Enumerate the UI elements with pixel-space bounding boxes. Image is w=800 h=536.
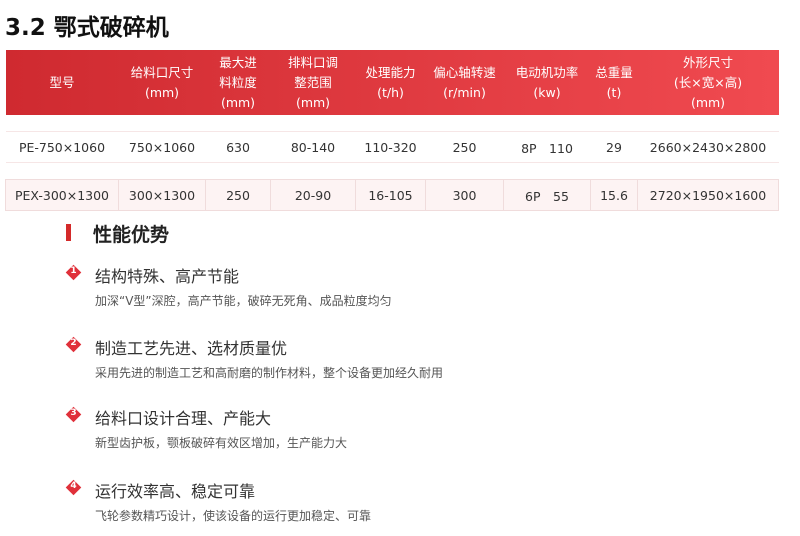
item-description: 采用先进的制造工艺和高耐磨的制作材料，整个设备更加经久耐用 xyxy=(95,366,444,380)
number-diamond-icon: 2 xyxy=(65,336,82,353)
table-cell: 20-90 xyxy=(270,179,356,211)
header-label: (mm) xyxy=(144,84,180,100)
table-cell: 80-140 xyxy=(270,131,356,163)
header-label: (mm) xyxy=(295,94,331,110)
table-cell: 250 xyxy=(205,179,271,211)
number-diamond-icon: 4 xyxy=(65,479,82,496)
table-cell: 250 xyxy=(425,131,504,163)
header-label: 给料口尺寸 xyxy=(130,64,194,80)
page-title: 3.2 鄂式破碎机 xyxy=(5,15,169,41)
header-label: 排料口调 xyxy=(287,54,338,70)
table-cell: 29 xyxy=(590,131,638,163)
number-diamond-icon: 1 xyxy=(65,264,82,281)
header-label: (kw) xyxy=(533,84,561,100)
table-header-row: 型号 给料口尺寸 (mm) 最大进料粒度 (mm) 排料口调整范围 (mm) 处理能力 (t/h… xyxy=(5,50,779,115)
item-description: 新型齿护板，颚板破碎有效区增加，生产能力大 xyxy=(95,436,348,450)
table-cell: 16-105 xyxy=(355,179,426,211)
header-label: (t) xyxy=(606,84,622,100)
column-header: 处理能力 (t/h) xyxy=(356,50,426,115)
number-diamond-icon: 3 xyxy=(65,406,82,423)
table-cell: 110-320 xyxy=(355,131,426,163)
header-label: 最大进 xyxy=(219,54,257,70)
item-number: 1 xyxy=(70,266,77,276)
header-label: (长×宽×高) xyxy=(673,74,743,90)
column-header: 型号 xyxy=(6,50,119,115)
table-row: PE-750×1060 750×1060 630 80-140 110-320 250 8P… xyxy=(5,131,779,163)
table-cell: 750×1060 xyxy=(118,131,206,163)
item-description: 加深“V型”深腔，高产节能，破碎无死角、成品粒度均匀 xyxy=(95,294,392,308)
header-label: (mm) xyxy=(220,94,256,110)
accent-bar xyxy=(66,224,71,241)
header-label: (r/min) xyxy=(443,84,486,100)
column-header: 总重量 (t) xyxy=(591,50,638,115)
table-cell: 8P 110 xyxy=(503,131,591,163)
header-label: 偏心轴转速 xyxy=(433,64,496,80)
table-cell: 6P 55 xyxy=(503,179,591,211)
header-label: 料粒度 xyxy=(219,74,257,90)
header-label: 总重量 xyxy=(595,64,633,80)
item-title: 制造工艺先进、选材质量优 xyxy=(95,339,288,358)
item-number: 3 xyxy=(70,408,77,418)
item-title: 运行效率高、稳定可靠 xyxy=(95,482,256,501)
table-cell: PEX-300×1300 xyxy=(5,179,119,211)
column-header: 最大进料粒度 (mm) xyxy=(206,50,271,115)
table-cell: 300 xyxy=(425,179,504,211)
item-description: 飞轮参数精巧设计，使该设备的运行更加稳定、可靠 xyxy=(95,509,372,523)
header-label: (mm) xyxy=(690,94,726,110)
spacer xyxy=(6,115,779,132)
table-cell: 2720×1950×1600 xyxy=(637,179,779,211)
column-header: 给料口尺寸 (mm) xyxy=(119,50,206,115)
header-label: 外形尺寸 xyxy=(682,54,733,70)
table-cell: 630 xyxy=(205,131,271,163)
header-label: (t/h) xyxy=(377,84,404,100)
header-label: 整范围 xyxy=(294,74,332,90)
spec-table: 型号 给料口尺寸 (mm) 最大进料粒度 (mm) 排料口调整范围 (mm) 处理能力 (t/h… xyxy=(5,50,779,211)
table-cell: 15.6 xyxy=(590,179,638,211)
header-label: 型号 xyxy=(49,74,75,90)
header-label: 电动机功率 xyxy=(515,64,579,80)
column-header: 外形尺寸 (长×宽×高) (mm) xyxy=(638,50,779,115)
header-label: 处理能力 xyxy=(365,64,416,80)
spacer xyxy=(6,163,779,180)
item-number: 2 xyxy=(70,338,77,348)
table-row: PEX-300×1300 300×1300 250 20-90 16-105 300 6P … xyxy=(5,179,779,211)
item-title: 给料口设计合理、产能大 xyxy=(95,409,272,428)
column-header: 偏心轴转速 (r/min) xyxy=(426,50,504,115)
item-title: 结构特殊、高产节能 xyxy=(95,267,240,286)
column-header: 排料口调整范围 (mm) xyxy=(271,50,356,115)
item-number: 4 xyxy=(70,481,77,491)
column-header: 电动机功率 (kw) xyxy=(504,50,591,115)
table-cell: 2660×2430×2800 xyxy=(637,131,779,163)
section-title: 性能优势 xyxy=(93,224,170,246)
table-cell: PE-750×1060 xyxy=(5,131,119,163)
table-cell: 300×1300 xyxy=(118,179,206,211)
